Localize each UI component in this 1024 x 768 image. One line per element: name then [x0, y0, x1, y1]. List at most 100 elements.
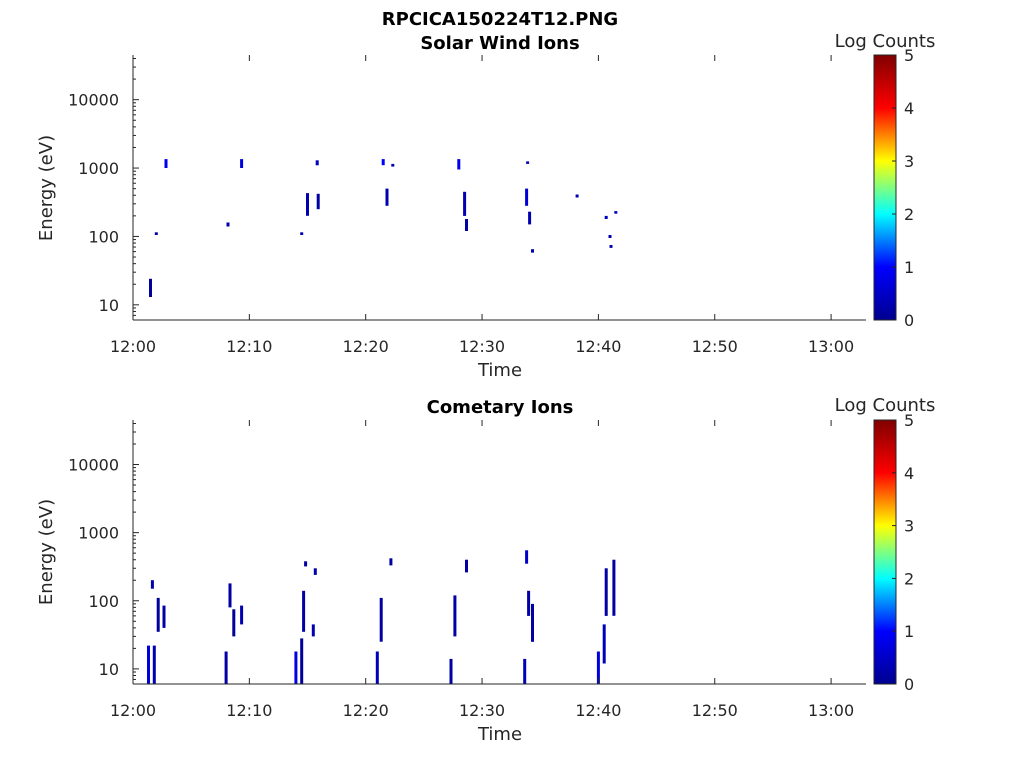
colorbar-label: Log Counts	[835, 395, 936, 416]
colorbar-tick-label: 0	[904, 311, 914, 330]
y-axis-label: Energy (eV)	[36, 135, 57, 241]
data-cell	[313, 568, 317, 575]
x-tick-label: 12:40	[575, 337, 621, 356]
x-tick-label: 13:00	[808, 337, 854, 356]
x-tick-label: 12:10	[226, 701, 272, 720]
y-tick-label: 10000	[68, 456, 119, 475]
x-tick-label: 12:10	[226, 337, 272, 356]
data-cell	[527, 590, 531, 616]
y-tick-label: 100	[88, 227, 119, 246]
data-cell	[526, 161, 530, 164]
data-layer	[149, 159, 618, 297]
data-cell	[149, 278, 152, 297]
y-tick-label: 100	[88, 592, 119, 611]
data-cell	[608, 235, 612, 238]
data-cell	[224, 651, 228, 684]
data-cell	[463, 191, 467, 216]
data-cell	[385, 188, 389, 206]
data-cell	[375, 651, 379, 684]
y-tick-label: 1000	[78, 524, 119, 543]
data-cell	[604, 568, 608, 616]
data-cell	[391, 163, 395, 167]
data-cell	[315, 160, 319, 166]
x-tick-label: 13:00	[808, 701, 854, 720]
data-cell	[457, 159, 461, 170]
colorbar-tick-label: 5	[904, 411, 914, 430]
data-cell	[240, 605, 244, 625]
colorbar-label: Log Counts	[835, 31, 936, 52]
colorbar-tick-label: 2	[904, 205, 914, 224]
data-cell	[609, 245, 613, 248]
y-tick-label: 1000	[78, 159, 119, 178]
data-cell	[465, 559, 468, 573]
data-cell	[147, 645, 150, 684]
data-cell	[614, 211, 618, 214]
data-cell	[300, 638, 304, 684]
data-cell	[596, 651, 600, 684]
colorbar	[873, 54, 897, 321]
y-tick-label: 10	[99, 660, 119, 679]
data-cell	[164, 159, 168, 168]
data-cell	[531, 249, 534, 253]
solar-wind-panel: Solar Wind Ions Log Counts Time Energy (…	[36, 31, 935, 381]
data-cell	[228, 583, 232, 608]
x-axis-label: Time	[477, 360, 522, 381]
x-tick-label: 12:30	[459, 337, 505, 356]
data-cell	[525, 188, 529, 206]
data-cell	[604, 215, 608, 219]
x-tick-label: 12:40	[575, 701, 621, 720]
x-axis-label: Time	[477, 724, 522, 745]
data-cell	[381, 159, 385, 166]
x-tick-label: 12:30	[459, 701, 505, 720]
x-tick-label: 12:50	[692, 337, 738, 356]
colorbar-tick-label: 2	[904, 569, 914, 588]
data-cell	[302, 590, 306, 632]
data-cell	[294, 651, 298, 684]
data-cell	[150, 580, 154, 589]
data-cell	[162, 605, 166, 628]
data-cell	[453, 595, 457, 637]
data-cell	[311, 624, 315, 637]
data-cell	[379, 597, 383, 642]
colorbar-tick-label: 3	[904, 517, 914, 536]
colorbar-tick-label: 1	[904, 258, 914, 277]
colorbar	[873, 419, 897, 685]
data-cell	[523, 658, 527, 684]
colorbar-tick-label: 3	[904, 152, 914, 171]
data-cell	[300, 232, 304, 235]
figure-title: RPCICA150224T12.PNG	[382, 9, 618, 30]
data-cell	[389, 558, 393, 566]
data-cell	[316, 193, 320, 210]
panel-title: Solar Wind Ions	[420, 33, 579, 54]
colorbar-tick-label: 4	[904, 99, 914, 118]
data-cell	[602, 624, 606, 664]
data-cell	[525, 550, 529, 564]
data-cell	[612, 559, 616, 616]
data-cell	[240, 159, 244, 168]
data-cell	[304, 561, 308, 567]
data-cell	[152, 645, 156, 684]
data-cell	[465, 219, 468, 231]
data-layer	[147, 550, 616, 684]
data-cell	[232, 609, 236, 637]
y-axis-label: Energy (eV)	[36, 499, 57, 605]
colorbar-tick-label: 5	[904, 46, 914, 65]
data-cell	[449, 658, 453, 684]
panel-title: Cometary Ions	[427, 397, 574, 418]
x-tick-label: 12:50	[692, 701, 738, 720]
colorbar-tick-label: 0	[904, 675, 914, 694]
y-tick-label: 10000	[68, 91, 119, 110]
colorbar-tick-label: 4	[904, 464, 914, 483]
x-tick-label: 12:00	[110, 701, 156, 720]
data-cell	[154, 232, 158, 235]
x-tick-label: 12:20	[343, 701, 389, 720]
data-cell	[156, 597, 160, 632]
y-tick-label: 10	[99, 296, 119, 315]
data-cell	[531, 603, 534, 642]
x-tick-label: 12:20	[343, 337, 389, 356]
data-cell	[528, 211, 532, 225]
cometary-panel: Cometary Ions Log Counts Time Energy (eV…	[36, 395, 935, 745]
data-cell	[306, 193, 309, 216]
data-cell	[226, 222, 230, 227]
